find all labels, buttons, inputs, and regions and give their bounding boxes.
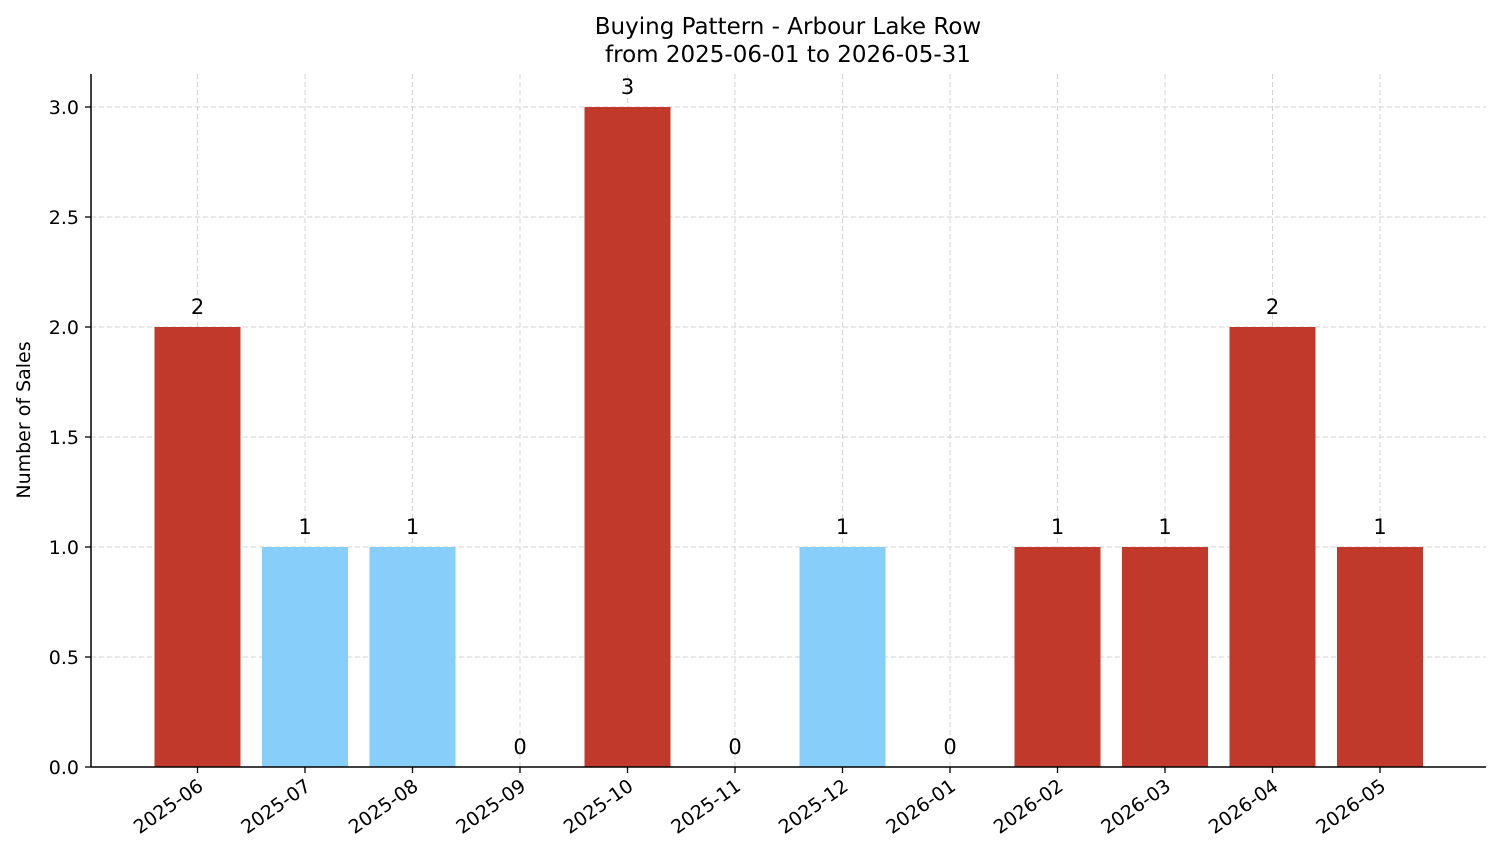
data-label-2025-07: 1	[298, 515, 311, 539]
data-label-2025-08: 1	[406, 515, 419, 539]
y-axis-label: Number of Sales	[13, 341, 35, 498]
bars	[154, 107, 1423, 767]
chart-subtitle: from 2025-06-01 to 2026-05-31	[605, 42, 971, 68]
bar-2026-05	[1337, 547, 1423, 767]
data-label-2025-12: 1	[836, 515, 849, 539]
y-tick-label: 0.5	[49, 647, 79, 669]
data-label-2026-02: 1	[1051, 515, 1064, 539]
y-tick-label: 1.0	[49, 537, 79, 559]
y-tick-label: 2.5	[49, 207, 79, 229]
axes	[90, 74, 1486, 768]
data-label-2025-06: 2	[191, 295, 204, 319]
y-tick-label: 1.5	[49, 427, 79, 449]
x-ticks: 2025-06 2025-07 2025-08 2025-09 2025-10 2025-…	[130, 767, 1390, 839]
x-tick-label-2025-11: 2025-11	[667, 775, 745, 839]
bar-2025-06	[154, 327, 241, 767]
x-tick-label-2026-04: 2026-04	[1205, 775, 1283, 839]
x-tick-label-2026-05: 2026-05	[1312, 775, 1390, 839]
bar-2025-10	[584, 107, 671, 767]
x-tick-label-2025-12: 2025-12	[775, 775, 853, 839]
bar-2025-07	[262, 547, 348, 767]
y-tick-label: 2.0	[49, 317, 79, 339]
bar-2026-03	[1122, 547, 1208, 767]
x-tick-label-2025-08: 2025-08	[345, 775, 423, 839]
x-tick-label-2026-01: 2026-01	[882, 775, 960, 839]
x-tick-label-2025-10: 2025-10	[560, 775, 638, 839]
x-tick-label-2025-09: 2025-09	[452, 775, 530, 839]
y-tick-label: 3.0	[49, 97, 79, 119]
bar-2025-08	[369, 547, 456, 767]
data-label-2026-03: 1	[1158, 515, 1171, 539]
data-label-2026-04: 2	[1266, 295, 1279, 319]
data-label-2025-10: 3	[621, 75, 634, 99]
data-labels: 2 1 1 0 3 0 1 0 1 1 2 1	[191, 75, 1387, 759]
bar-2025-12	[799, 547, 886, 767]
x-tick-label-2026-03: 2026-03	[1097, 775, 1175, 839]
data-label-2026-01: 0	[943, 735, 956, 759]
bar-2026-04	[1229, 327, 1316, 767]
data-label-2025-09: 0	[513, 735, 526, 759]
x-tick-label-2025-06: 2025-06	[130, 775, 208, 839]
x-tick-label-2025-07: 2025-07	[237, 775, 315, 839]
data-label-2026-05: 1	[1373, 515, 1386, 539]
chart-title: Buying Pattern - Arbour Lake Row	[595, 14, 981, 40]
y-tick-label: 0.0	[49, 757, 79, 779]
data-label-2025-11: 0	[728, 735, 741, 759]
x-tick-label-2026-02: 2026-02	[990, 775, 1068, 839]
y-ticks: 0.0 0.5 1.0 1.5 2.0 2.5 3.0	[49, 97, 91, 779]
bar-2026-02	[1014, 547, 1101, 767]
